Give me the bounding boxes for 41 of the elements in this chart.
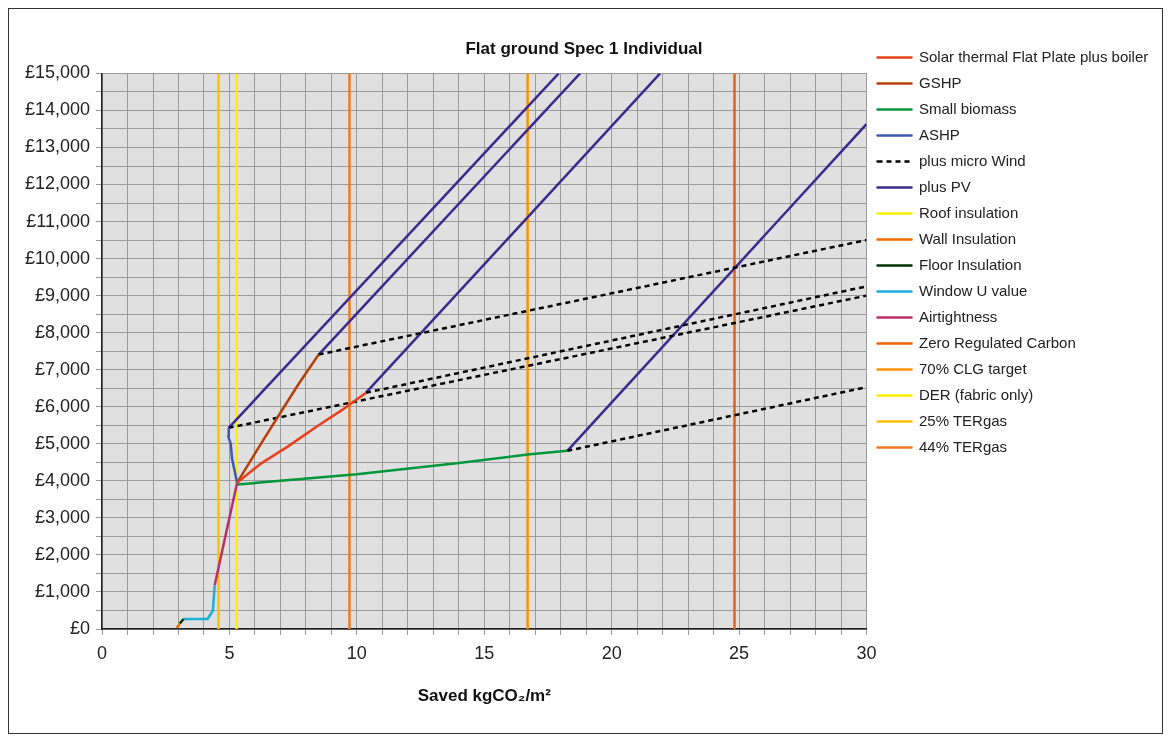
legend-label: GSHP xyxy=(919,73,962,91)
y-tick-label: £0 xyxy=(70,617,91,638)
legend-label: Roof insulation xyxy=(919,203,1019,221)
x-tick-label: 15 xyxy=(474,642,495,663)
y-tick-label: £3,000 xyxy=(35,506,91,527)
x-axis-title: Saved kgCO₂/m² xyxy=(417,686,552,706)
x-tick-label: 10 xyxy=(346,642,367,663)
legend-label: DER (fabric only) xyxy=(919,385,1034,403)
y-tick-label: £5,000 xyxy=(35,432,91,453)
legend-label: ASHP xyxy=(919,125,960,143)
chart-title: Flat ground Spec 1 Individual xyxy=(465,38,703,58)
legend-label: 25% TERgas xyxy=(919,411,1008,429)
y-tick-label: £14,000 xyxy=(24,99,91,120)
y-tick-label: £8,000 xyxy=(35,321,91,342)
y-tick-label: £1,000 xyxy=(35,580,91,601)
legend-label: Floor Insulation xyxy=(919,255,1022,273)
legend-label: 70% CLG target xyxy=(919,359,1028,377)
legend-label: Zero Regulated Carbon xyxy=(919,333,1076,351)
x-tick-label: 25 xyxy=(729,642,750,663)
y-tick-label: £9,000 xyxy=(35,284,91,305)
legend-label: Small biomass xyxy=(919,99,1017,117)
x-tick-label: 20 xyxy=(601,642,622,663)
y-tick-label: £13,000 xyxy=(24,136,91,157)
legend-label: Wall Insulation xyxy=(919,229,1016,247)
y-tick-label: £15,000 xyxy=(24,62,91,83)
legend-label: Window U value xyxy=(919,281,1028,299)
x-tick-label: 30 xyxy=(856,642,877,663)
x-tick-label: 0 xyxy=(97,642,108,663)
legend-label: 44% TERgas xyxy=(919,437,1008,455)
legend-label: plus micro Wind xyxy=(919,151,1026,169)
y-tick-label: £10,000 xyxy=(24,247,91,268)
y-tick-label: £12,000 xyxy=(24,173,91,194)
legend-label: Solar thermal Flat Plate plus boiler xyxy=(919,47,1149,65)
y-tick-label: £6,000 xyxy=(35,395,91,416)
x-tick-label: 5 xyxy=(224,642,235,663)
y-tick-label: £2,000 xyxy=(35,543,91,564)
legend-label: plus PV xyxy=(919,177,971,195)
legend-label: Airtightness xyxy=(919,307,998,325)
y-tick-label: £11,000 xyxy=(26,210,91,231)
y-tick-label: £4,000 xyxy=(35,469,91,490)
y-tick-label: £7,000 xyxy=(35,358,91,379)
